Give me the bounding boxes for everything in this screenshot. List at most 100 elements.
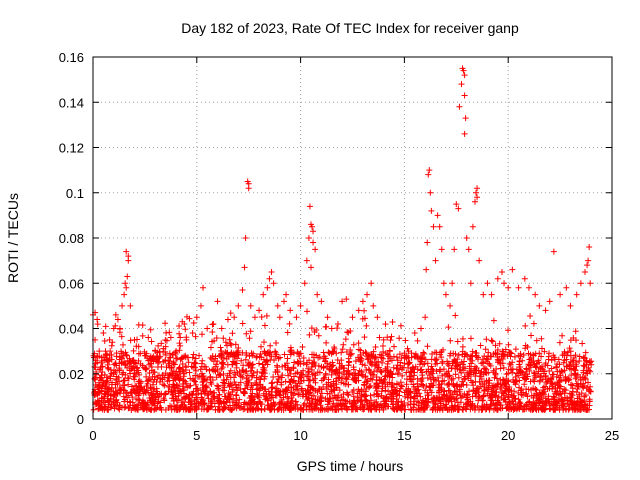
- y-tick-label: 0.04: [59, 322, 84, 337]
- data-point: [119, 302, 126, 309]
- data-point: [173, 348, 180, 355]
- data-point: [457, 392, 464, 399]
- data-point: [554, 368, 561, 375]
- data-point: [102, 323, 109, 330]
- data-point: [494, 397, 501, 404]
- data-point: [472, 390, 479, 397]
- data-point: [513, 366, 520, 373]
- data-point: [261, 405, 268, 412]
- data-point: [207, 344, 214, 351]
- data-point: [287, 307, 294, 314]
- data-point: [135, 357, 142, 364]
- data-point: [539, 405, 546, 412]
- data-point: [198, 406, 205, 413]
- data-point: [542, 307, 549, 314]
- data-point: [143, 382, 150, 389]
- data-point: [170, 368, 177, 375]
- data-point: [532, 374, 539, 381]
- data-point: [200, 284, 207, 291]
- data-point: [579, 340, 586, 347]
- data-point: [258, 343, 265, 350]
- data-point: [110, 398, 117, 405]
- data-point: [141, 352, 148, 359]
- data-point: [242, 356, 249, 363]
- data-point: [194, 396, 201, 403]
- data-point: [389, 318, 396, 325]
- data-point: [139, 397, 146, 404]
- data-point: [473, 353, 480, 360]
- data-point: [119, 382, 126, 389]
- data-point: [226, 336, 233, 343]
- data-point: [580, 384, 587, 391]
- data-point: [357, 398, 364, 405]
- data-point: [469, 223, 476, 230]
- data-point: [538, 372, 545, 379]
- data-point: [448, 404, 455, 411]
- data-point: [168, 364, 175, 371]
- data-point: [467, 335, 474, 342]
- data-point: [249, 386, 256, 393]
- data-point: [530, 377, 537, 384]
- data-point: [335, 374, 342, 381]
- data-point: [195, 390, 202, 397]
- data-point: [273, 385, 280, 392]
- data-point: [147, 326, 154, 333]
- data-point: [116, 385, 123, 392]
- data-point: [256, 382, 263, 389]
- data-point: [138, 383, 145, 390]
- data-point: [367, 392, 374, 399]
- data-point: [275, 375, 282, 382]
- data-point: [359, 361, 366, 368]
- data-point: [261, 322, 268, 329]
- data-point: [492, 370, 499, 377]
- data-point: [459, 348, 466, 355]
- data-point: [458, 81, 465, 88]
- data-point: [587, 388, 594, 395]
- data-point: [322, 323, 329, 330]
- data-point: [190, 388, 197, 395]
- data-point: [316, 369, 323, 376]
- data-point: [488, 388, 495, 395]
- data-point: [565, 406, 572, 413]
- data-point: [523, 365, 530, 372]
- data-point: [155, 372, 162, 379]
- data-point: [209, 403, 216, 410]
- data-point: [271, 357, 278, 364]
- data-point: [566, 345, 573, 352]
- data-point: [420, 382, 427, 389]
- data-point: [243, 330, 250, 337]
- data-point: [506, 399, 513, 406]
- data-point: [418, 325, 425, 332]
- data-point: [541, 348, 548, 355]
- data-point: [498, 268, 505, 275]
- data-point: [483, 377, 490, 384]
- data-point: [526, 398, 533, 405]
- data-point: [237, 386, 244, 393]
- data-point: [394, 398, 401, 405]
- data-point: [121, 291, 128, 298]
- data-point: [224, 342, 231, 349]
- data-point: [162, 352, 169, 359]
- data-point: [512, 346, 519, 353]
- data-point: [151, 406, 158, 413]
- data-point: [91, 392, 98, 399]
- data-point: [344, 329, 351, 336]
- data-point: [520, 351, 527, 358]
- data-point: [343, 349, 350, 356]
- data-point: [436, 223, 443, 230]
- data-point: [123, 284, 130, 291]
- data-point: [318, 377, 325, 384]
- data-point: [176, 347, 183, 354]
- data-point: [228, 341, 235, 348]
- data-point: [394, 369, 401, 376]
- data-point: [177, 334, 184, 341]
- data-point: [499, 348, 506, 355]
- data-point: [449, 280, 456, 287]
- axis-ticks: 0 0.02 0.04 0.06 0.08 0.1 0.12 0.14 0.16 0 5 10 15 20…: [59, 50, 620, 443]
- data-point: [424, 399, 431, 406]
- data-point: [405, 385, 412, 392]
- data-point: [353, 377, 360, 384]
- data-point: [334, 403, 341, 410]
- data-point: [190, 351, 197, 358]
- data-point: [431, 356, 438, 363]
